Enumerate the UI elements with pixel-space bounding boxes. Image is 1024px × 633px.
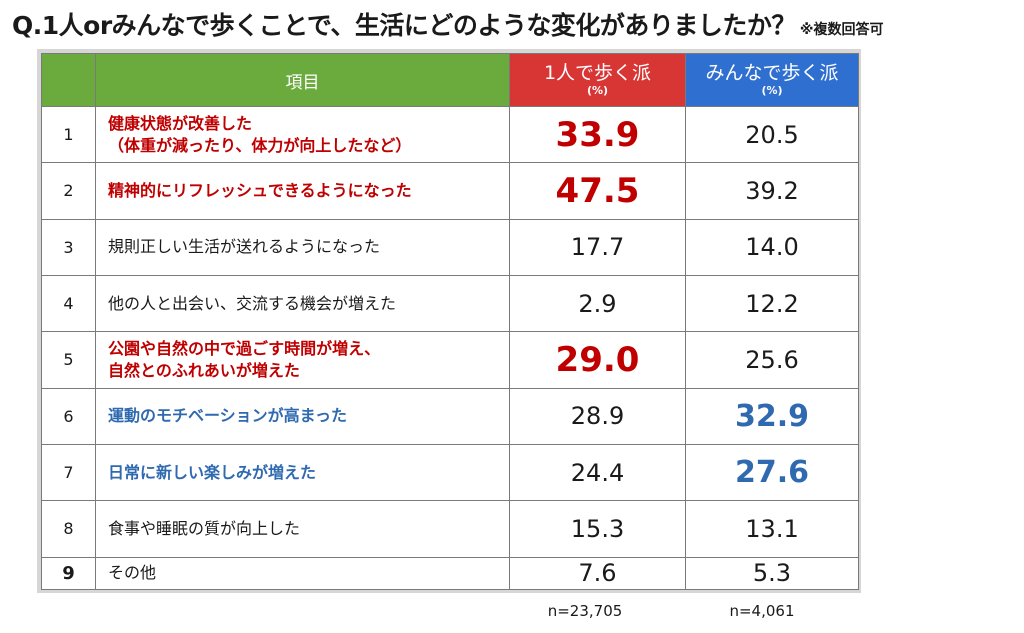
row-item: 精神的にリフレッシュできるようになった <box>95 162 510 220</box>
row-item-line1: 公園や自然の中で過ごす時間が増え、 <box>108 338 381 358</box>
row-number: 8 <box>41 500 96 558</box>
header-group-label: みんなで歩く派 <box>705 62 839 84</box>
group-value: 27.6 <box>685 443 859 502</box>
row-item: 運動のモチベーションが高まった <box>95 387 510 445</box>
header-solo: 1人で歩く派 (%) <box>509 53 686 107</box>
row-item: 他の人と出会い、交流する機会が増えた <box>95 274 510 333</box>
group-value: 13.1 <box>685 500 859 558</box>
table-row: 1 健康状態が改善した （体重が減ったり、体力が向上したなど） 33.9 20.5 <box>41 105 859 164</box>
table-row: 7 日常に新しい楽しみが増えた 24.4 27.6 <box>41 443 859 502</box>
row-number: 3 <box>41 218 96 276</box>
row-number: 7 <box>41 443 96 502</box>
group-value: 12.2 <box>685 274 859 333</box>
solo-value: 29.0 <box>509 331 686 389</box>
solo-value: 33.9 <box>509 105 686 164</box>
header-number-cell <box>41 53 96 107</box>
page-title: Q.1人orみんなで歩くことで、生活にどのような変化がありましたか？ ※複数回答可 <box>12 6 884 42</box>
table-row: 6 運動のモチベーションが高まった 28.9 32.9 <box>41 387 859 445</box>
row-item-line1: その他 <box>108 563 157 583</box>
solo-sample-size: n=23,705 <box>547 602 623 620</box>
row-number: 2 <box>41 162 96 220</box>
table-row: 8 食事や睡眠の質が向上した 15.3 13.1 <box>41 500 859 558</box>
row-number: 6 <box>41 387 96 445</box>
question-title: Q.1人orみんなで歩くことで、生活にどのような変化がありましたか？ <box>12 11 796 40</box>
row-item-line1: 規則正しい生活が送れるようになった <box>108 237 381 257</box>
row-item-line2: 自然とのふれあいが増えた <box>108 360 300 380</box>
table-row: 4 他の人と出会い、交流する機会が増えた 2.9 12.2 <box>41 274 859 333</box>
group-value: 25.6 <box>685 331 859 389</box>
group-value: 5.3 <box>685 556 859 591</box>
row-number: 4 <box>41 274 96 333</box>
solo-value: 28.9 <box>509 387 686 445</box>
solo-value: 47.5 <box>509 162 686 220</box>
row-item: 健康状態が改善した （体重が減ったり、体力が向上したなど） <box>95 105 510 164</box>
header-group-unit: (%) <box>761 84 783 97</box>
table-body: 1 健康状態が改善した （体重が減ったり、体力が向上したなど） 33.9 20.5 2 精神… <box>41 105 859 591</box>
table-row: 9 その他 7.6 5.3 <box>41 556 859 591</box>
row-item: 公園や自然の中で過ごす時間が増え、 自然とのふれあいが増えた <box>95 331 510 389</box>
group-value: 32.9 <box>685 387 859 445</box>
group-value: 20.5 <box>685 105 859 164</box>
header-group: みんなで歩く派 (%) <box>685 53 859 107</box>
group-sample-size: n=4,061 <box>729 602 795 620</box>
row-item-line1: 運動のモチベーションが高まった <box>108 406 348 426</box>
row-item-line1: 日常に新しい楽しみが増えた <box>108 462 317 482</box>
row-item-line1: 他の人と出会い、交流する機会が増えた <box>108 293 397 313</box>
row-item: 日常に新しい楽しみが増えた <box>95 443 510 502</box>
row-item-line1: 健康状態が改善した <box>108 113 253 133</box>
table-row: 3 規則正しい生活が送れるようになった 17.7 14.0 <box>41 218 859 276</box>
row-item-line1: 精神的にリフレッシュできるようになった <box>108 180 412 200</box>
solo-value: 15.3 <box>509 500 686 558</box>
results-table-frame: 項目 1人で歩く派 (%) みんなで歩く派 (%) 1 健康状態が改善した （体重が… <box>37 49 861 593</box>
row-item: 規則正しい生活が送れるようになった <box>95 218 510 276</box>
solo-value: 24.4 <box>509 443 686 502</box>
row-item-line1: 食事や睡眠の質が向上した <box>108 518 301 538</box>
row-number: 1 <box>41 105 96 164</box>
solo-value: 17.7 <box>509 218 686 276</box>
group-value: 39.2 <box>685 162 859 220</box>
row-number: 9 <box>41 556 96 591</box>
row-item: その他 <box>95 556 510 591</box>
header-solo-label: 1人で歩く派 <box>543 62 652 84</box>
row-item: 食事や睡眠の質が向上した <box>95 500 510 558</box>
group-value: 14.0 <box>685 218 859 276</box>
table-row: 5 公園や自然の中で過ごす時間が増え、 自然とのふれあいが増えた 29.0 25.6 <box>41 331 859 389</box>
row-number: 5 <box>41 331 96 389</box>
table-header-row: 項目 1人で歩く派 (%) みんなで歩く派 (%) <box>41 53 859 107</box>
header-item: 項目 <box>95 53 510 107</box>
table-row: 2 精神的にリフレッシュできるようになった 47.5 39.2 <box>41 162 859 220</box>
results-table: 項目 1人で歩く派 (%) みんなで歩く派 (%) 1 健康状態が改善した （体重が… <box>41 53 859 591</box>
solo-value: 2.9 <box>509 274 686 333</box>
multiple-answer-note: ※複数回答可 <box>799 22 884 38</box>
header-solo-unit: (%) <box>586 84 609 97</box>
row-item-line2: （体重が減ったり、体力が向上したなど） <box>108 135 412 155</box>
solo-value: 7.6 <box>509 556 686 591</box>
